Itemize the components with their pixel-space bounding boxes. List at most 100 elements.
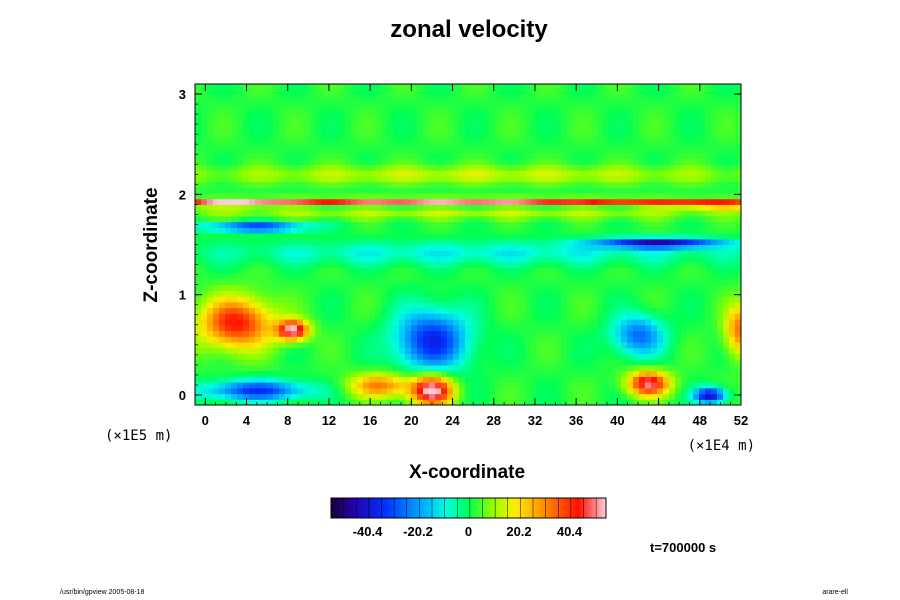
heatmap-cell xyxy=(561,336,568,343)
heatmap-cell xyxy=(231,376,238,383)
heatmap-cell xyxy=(249,319,256,326)
heatmap-cell xyxy=(615,227,622,234)
heatmap-cell xyxy=(579,210,586,217)
heatmap-cell xyxy=(297,359,304,366)
heatmap-cell xyxy=(705,106,712,114)
heatmap-cell xyxy=(537,382,544,389)
heatmap-cell xyxy=(651,278,658,286)
heatmap-cell xyxy=(531,175,538,183)
heatmap-cell xyxy=(351,233,358,240)
heatmap-cell xyxy=(405,233,412,240)
heatmap-cell xyxy=(351,261,358,269)
heatmap-cell xyxy=(333,359,340,366)
heatmap-cell xyxy=(345,210,352,217)
heatmap-cell xyxy=(465,376,472,383)
heatmap-cell xyxy=(567,296,574,303)
heatmap-cell xyxy=(621,250,628,257)
heatmap-cell xyxy=(705,169,712,177)
heatmap-cell xyxy=(699,106,706,114)
heatmap-cell xyxy=(315,255,322,263)
heatmap-cell xyxy=(501,181,508,188)
heatmap-cell xyxy=(531,255,538,263)
heatmap-cell xyxy=(285,347,292,355)
heatmap-cell xyxy=(651,387,658,395)
heatmap-cell xyxy=(579,330,586,337)
heatmap-cell xyxy=(453,255,460,263)
heatmap-cell xyxy=(363,84,370,91)
heatmap-cell xyxy=(573,364,580,372)
heatmap-cell xyxy=(723,278,730,286)
heatmap-cell xyxy=(213,393,220,400)
heatmap-cell xyxy=(345,95,352,102)
heatmap-cell xyxy=(651,192,658,200)
heatmap-cell xyxy=(573,147,580,154)
heatmap-cell xyxy=(447,181,454,188)
heatmap-cell xyxy=(513,124,520,131)
heatmap-cell xyxy=(489,370,496,377)
heatmap-cell xyxy=(543,141,550,148)
heatmap-cell xyxy=(711,164,718,171)
heatmap-cell xyxy=(663,204,670,211)
heatmap-cell xyxy=(477,181,484,188)
heatmap-cell xyxy=(345,135,352,142)
heatmap-cell xyxy=(219,250,226,257)
heatmap-cell xyxy=(687,198,694,205)
heatmap-cell xyxy=(315,376,322,383)
heatmap-cell xyxy=(621,387,628,395)
heatmap-cell xyxy=(693,181,700,188)
heatmap-cell xyxy=(255,221,262,228)
heatmap-cell xyxy=(663,370,670,377)
heatmap-cell xyxy=(543,353,550,360)
heatmap-cell xyxy=(213,261,220,269)
heatmap-cell xyxy=(549,330,556,337)
heatmap-cell xyxy=(669,187,676,194)
heatmap-cell xyxy=(723,101,730,108)
heatmap-cell xyxy=(663,169,670,177)
heatmap-cell xyxy=(489,364,496,372)
heatmap-cell xyxy=(615,324,622,332)
heatmap-cell xyxy=(489,382,496,389)
heatmap-cell xyxy=(507,181,514,188)
heatmap-cell xyxy=(309,152,316,160)
heatmap-cell xyxy=(237,141,244,148)
heatmap-cell xyxy=(543,273,550,280)
heatmap-cell xyxy=(645,267,652,274)
heatmap-cell xyxy=(627,324,634,332)
heatmap-cell xyxy=(333,101,340,108)
heatmap-cell xyxy=(693,227,700,234)
heatmap-cell xyxy=(465,273,472,280)
heatmap-cell xyxy=(381,204,388,211)
heatmap-cell xyxy=(435,324,442,332)
heatmap-cell xyxy=(339,95,346,102)
heatmap-cell xyxy=(639,290,646,297)
heatmap-cell xyxy=(609,141,616,148)
heatmap-cell xyxy=(495,250,502,257)
heatmap-cell xyxy=(243,227,250,234)
heatmap-cell xyxy=(243,106,250,114)
heatmap-cell xyxy=(297,198,304,205)
heatmap-cell xyxy=(243,164,250,171)
heatmap-cell xyxy=(267,227,274,234)
heatmap-cell xyxy=(249,278,256,286)
heatmap-cell xyxy=(321,118,328,125)
heatmap-cell xyxy=(579,347,586,355)
heatmap-cell xyxy=(609,89,616,97)
heatmap-cell xyxy=(369,169,376,177)
heatmap-cell xyxy=(225,227,232,234)
heatmap-cell xyxy=(261,238,268,246)
heatmap-cell xyxy=(579,135,586,142)
heatmap-cell xyxy=(549,124,556,131)
heatmap-cell xyxy=(651,129,658,137)
heatmap-cell xyxy=(339,135,346,142)
heatmap-cell xyxy=(615,187,622,194)
heatmap-cell xyxy=(675,353,682,360)
heatmap-cell xyxy=(669,238,676,246)
heatmap-cell xyxy=(705,330,712,337)
heatmap-cell xyxy=(633,141,640,148)
heatmap-cell xyxy=(351,227,358,234)
heatmap-cell xyxy=(573,250,580,257)
heatmap-cell xyxy=(459,267,466,274)
heatmap-cell xyxy=(621,399,628,405)
heatmap-cell xyxy=(723,84,730,91)
heatmap-cell xyxy=(357,192,364,200)
